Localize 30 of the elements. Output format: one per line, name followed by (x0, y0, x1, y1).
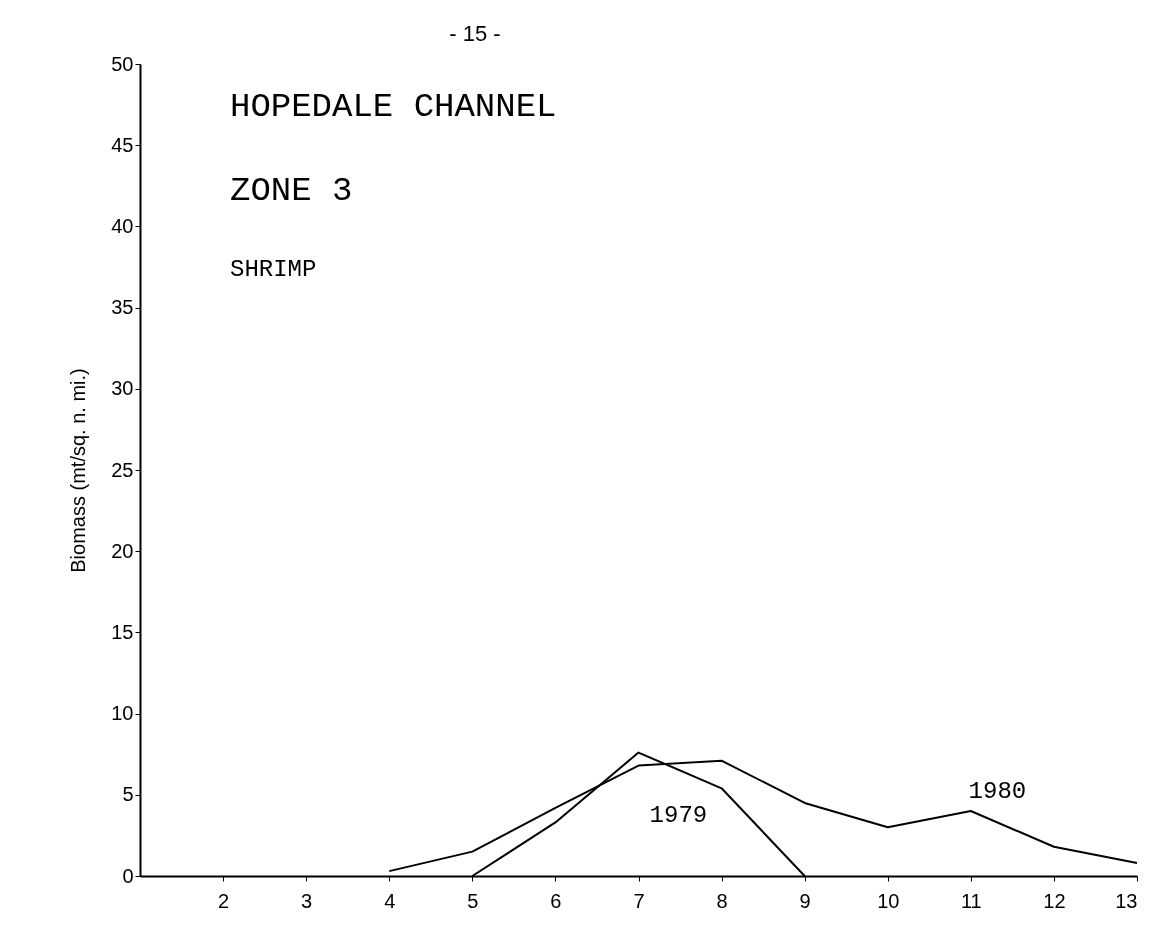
y-tick-label: 35 (111, 296, 134, 319)
x-tick-label: 8 (716, 889, 728, 912)
y-tick-label: 45 (111, 133, 134, 156)
x-tick-label: 2 (218, 889, 230, 912)
x-tick-label: 3 (301, 889, 313, 912)
y-tick-label: 30 (111, 377, 134, 400)
text: ZONE 3 (230, 172, 353, 210)
x-tick-label: 9 (799, 889, 811, 912)
x-tick-label: 13 (1115, 889, 1138, 912)
series-label: 1980 (968, 777, 1027, 805)
series-label: 1979 (649, 802, 708, 830)
text: - 15 - (449, 21, 501, 46)
x-tick-label: 5 (467, 889, 479, 912)
annotation: SHRIMP (230, 256, 317, 283)
x-tick-label: 7 (633, 889, 645, 912)
y-tick-label: 5 (122, 783, 134, 806)
y-tick-label: 20 (111, 539, 134, 562)
y-tick-label: 25 (111, 458, 134, 481)
x-tick-label: 6 (550, 889, 562, 912)
x-tick-label: 11 (960, 889, 982, 912)
y-tick-label: 40 (111, 214, 134, 237)
y-tick-label: 10 (111, 702, 134, 725)
y-tick-label: 0 (122, 864, 134, 887)
x-tick-label: 10 (877, 889, 900, 912)
text: HOPEDALE CHANNEL (230, 88, 557, 126)
x-tick-label: 12 (1043, 889, 1066, 912)
y-tick-label: 50 (111, 52, 134, 75)
y-tick-label: 15 (111, 620, 134, 643)
y-axis-title: Biomass (mt/sq. n. mi.) (67, 368, 90, 573)
x-tick-label: 4 (384, 889, 396, 912)
